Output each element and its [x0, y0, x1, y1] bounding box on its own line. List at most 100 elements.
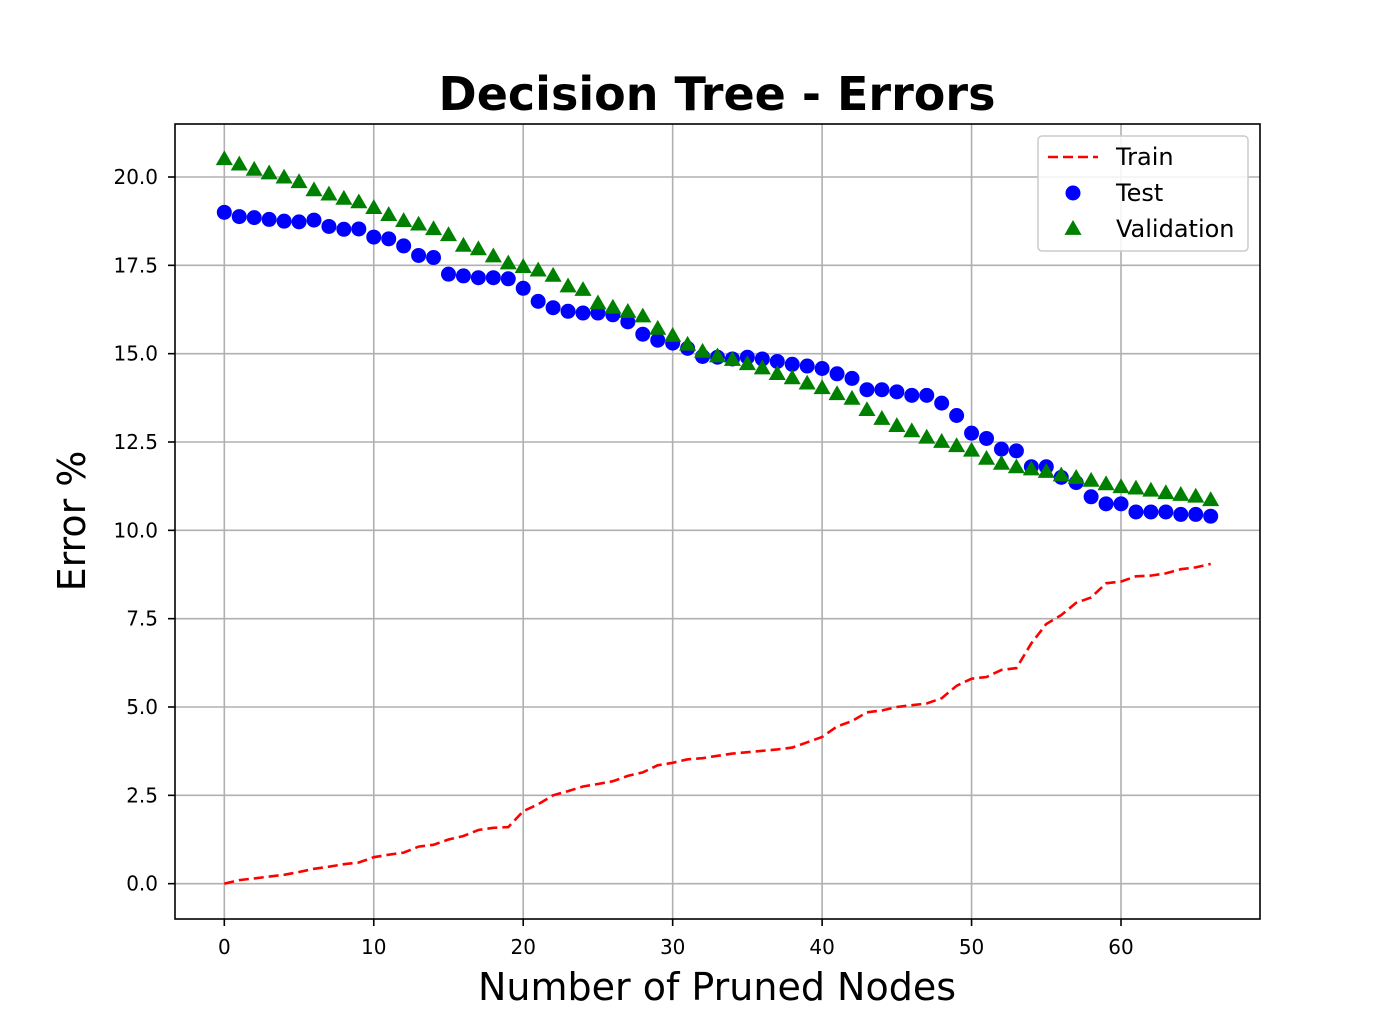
- test-point: [470, 270, 486, 286]
- legend-swatch-validation: [1064, 220, 1082, 235]
- test-point: [440, 266, 456, 282]
- validation-point: [933, 433, 951, 448]
- validation-point: [888, 417, 906, 432]
- legend-swatch-test: [1065, 185, 1081, 201]
- validation-point: [275, 168, 293, 184]
- test-point: [904, 387, 920, 403]
- validation-point: [1082, 471, 1100, 487]
- chart-title: Decision Tree - Errors: [439, 67, 996, 121]
- test-point: [1008, 443, 1024, 459]
- validation-point: [858, 401, 876, 417]
- test-point: [934, 395, 950, 411]
- validation-point: [335, 189, 353, 205]
- y-tick-label: 15.0: [113, 342, 158, 366]
- validation-point: [873, 410, 891, 425]
- validation-point: [679, 335, 697, 351]
- test-point: [231, 209, 247, 225]
- test-point: [261, 211, 277, 227]
- test-point: [485, 270, 501, 286]
- validation-point: [574, 281, 592, 296]
- validation-point: [290, 173, 308, 189]
- validation-point: [798, 374, 816, 390]
- validation-point: [559, 277, 577, 293]
- test-point: [321, 218, 337, 234]
- validation-point: [260, 164, 278, 180]
- legend-label-test: Test: [1115, 179, 1163, 207]
- test-point: [351, 221, 367, 237]
- legend-label-validation: Validation: [1116, 215, 1235, 243]
- test-point: [381, 231, 397, 247]
- test-point: [575, 305, 591, 321]
- test-point: [814, 361, 830, 377]
- validation-point: [1022, 460, 1040, 476]
- test-point: [889, 384, 905, 400]
- validation-point: [664, 327, 682, 342]
- test-point: [291, 214, 307, 230]
- validation-point: [813, 379, 831, 395]
- test-point: [545, 300, 561, 316]
- validation-point: [843, 389, 861, 405]
- y-axis-ticks: 0.0 2.5 5.0 7.5 10.0 12.5 15.0 17.5 20.0: [113, 165, 175, 896]
- test-point: [306, 212, 322, 228]
- validation-point: [723, 351, 741, 366]
- test-point: [216, 204, 232, 220]
- y-tick-label: 20.0: [113, 165, 158, 189]
- x-tick-label: 40: [809, 935, 834, 959]
- y-tick-label: 0.0: [126, 872, 158, 896]
- test-point: [964, 425, 980, 441]
- plot-frame: [174, 123, 1261, 920]
- validation-point: [1142, 481, 1160, 497]
- validation-point: [1187, 487, 1205, 503]
- validation-point: [1037, 463, 1055, 478]
- x-tick-label: 60: [1108, 935, 1133, 959]
- test-point: [1128, 504, 1144, 520]
- validation-point: [245, 160, 263, 176]
- test-point: [919, 387, 935, 403]
- validation-point: [918, 428, 936, 444]
- validation-point: [484, 247, 502, 263]
- test-point: [1143, 504, 1159, 520]
- test-point: [650, 332, 666, 348]
- validation-point: [454, 236, 472, 252]
- validation-point: [514, 258, 532, 273]
- validation-point: [1157, 484, 1175, 500]
- test-point: [844, 370, 860, 386]
- test-point: [336, 221, 352, 237]
- test-point: [246, 210, 262, 226]
- x-tick-label: 20: [510, 935, 535, 959]
- test-point: [530, 293, 546, 309]
- validation-point: [469, 240, 487, 256]
- validation-point: [649, 319, 667, 335]
- validation-point: [783, 369, 801, 385]
- train-line: [223, 562, 1211, 885]
- plot-series: [215, 150, 1220, 885]
- validation-point: [828, 385, 846, 401]
- test-point: [784, 356, 800, 372]
- validation-point: [544, 266, 562, 282]
- validation-point: [1127, 479, 1145, 495]
- validation-point: [365, 199, 383, 214]
- test-point: [560, 303, 576, 319]
- test-point: [1113, 496, 1129, 512]
- validation-point: [619, 302, 637, 318]
- validation-point: [1067, 469, 1085, 484]
- test-point: [1158, 504, 1174, 520]
- series-test: [216, 204, 1219, 524]
- validation-point: [604, 298, 622, 314]
- validation-point: [395, 212, 413, 228]
- validation-point: [753, 359, 771, 375]
- test-point: [635, 326, 651, 342]
- validation-point: [380, 206, 398, 222]
- validation-point: [963, 441, 981, 457]
- y-tick-label: 10.0: [113, 518, 158, 542]
- validation-point: [1052, 466, 1070, 482]
- y-tick-label: 7.5: [126, 607, 158, 631]
- y-tick-label: 17.5: [113, 253, 158, 277]
- validation-point: [1112, 478, 1130, 494]
- validation-point: [948, 437, 966, 453]
- validation-point: [305, 181, 323, 197]
- test-point: [829, 366, 845, 382]
- test-point: [993, 441, 1009, 457]
- y-tick-label: 12.5: [113, 430, 158, 454]
